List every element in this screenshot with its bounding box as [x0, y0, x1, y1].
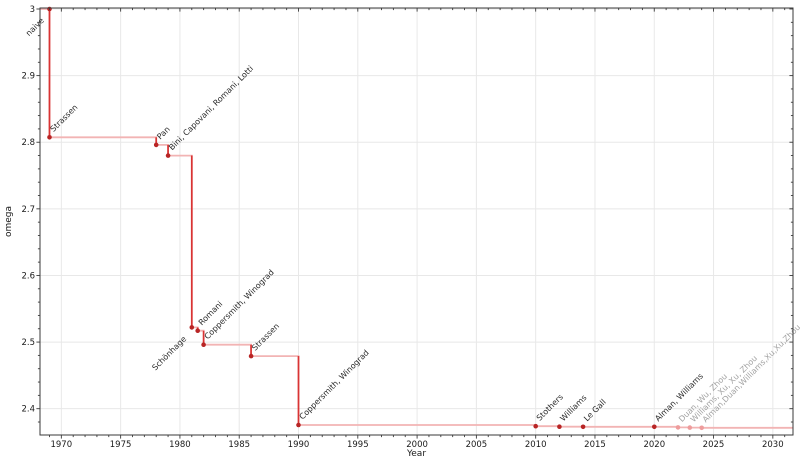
data-point-marker — [580, 424, 586, 430]
data-point-marker — [189, 325, 195, 330]
y-tick-label: 2.4 — [21, 405, 35, 415]
x-tick-label: 2025 — [703, 440, 725, 450]
x-tick-label: 1985 — [228, 440, 250, 450]
y-tick-label: 2.7 — [21, 205, 35, 215]
data-point-marker — [165, 153, 171, 158]
grid-lines — [40, 8, 793, 435]
point-annotation: Pan — [155, 125, 172, 142]
x-tick-label: 1975 — [110, 440, 132, 450]
data-point-marker — [248, 353, 254, 359]
x-tick-label: 2030 — [762, 440, 784, 450]
point-annotation: Strassen — [49, 103, 80, 134]
data-point-marker — [557, 424, 562, 430]
point-annotation: Williams, Xu, Xu, Zhou — [689, 354, 759, 424]
x-axis-label: Year — [406, 449, 426, 459]
x-tick-label: 1970 — [50, 440, 72, 450]
point-annotation: naive — [24, 16, 46, 38]
x-tick-label: 2020 — [643, 440, 665, 450]
x-tick-label: 1990 — [288, 440, 310, 450]
x-tick-label: 2005 — [466, 440, 488, 450]
y-axis-label: omega — [4, 206, 14, 237]
data-point-marker — [687, 425, 693, 430]
x-tick-label: 2010 — [525, 440, 547, 450]
data-point-marker — [195, 328, 200, 334]
data-point-marker — [47, 135, 52, 140]
tick-labels: 1970 1975 1980 1985 1990 1995 2000 2005 2010 2015… — [21, 5, 783, 450]
point-annotation: Strassen — [250, 322, 281, 353]
data-point-marker — [652, 424, 657, 430]
y-tick-label: 2.8 — [21, 138, 35, 148]
data-point-marker — [296, 422, 301, 428]
point-annotation: Schönhage — [150, 334, 188, 372]
point-annotation: Coppersmith, Winograd — [298, 348, 371, 421]
x-tick-label: 1980 — [169, 440, 191, 450]
data-point-marker — [201, 342, 206, 348]
drop-lines — [48, 8, 703, 428]
data-point-marker — [699, 425, 704, 431]
plot-spines — [39, 7, 794, 436]
y-tick-label: 2.6 — [21, 272, 35, 282]
data-point-marker — [675, 425, 681, 430]
y-tick-label: 3 — [30, 5, 35, 15]
axis-ticks — [36, 8, 793, 439]
data-point-marker — [533, 423, 538, 429]
y-tick-label: 2.5 — [21, 338, 35, 348]
data-markers — [47, 6, 704, 431]
x-tick-label: 1995 — [347, 440, 369, 450]
data-point-marker — [153, 142, 159, 148]
x-tick-label: 2000 — [406, 440, 428, 450]
y-tick-label: 2.9 — [21, 72, 35, 82]
x-tick-label: 2015 — [584, 440, 606, 450]
